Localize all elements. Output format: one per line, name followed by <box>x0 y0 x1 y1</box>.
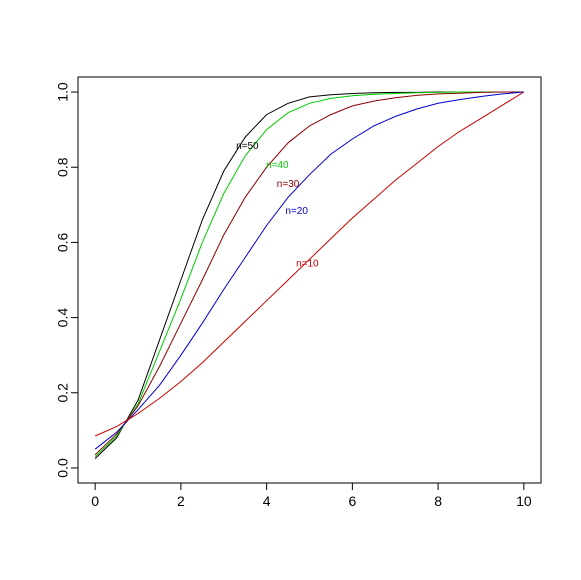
series-line-n-10 <box>94 91 525 437</box>
y-axis: 0.0 0.2 0.4 0.6 0.8 1.0 <box>55 82 79 478</box>
x-tick-label: 2 <box>177 493 185 509</box>
y-tick-label: 0.6 <box>55 232 71 252</box>
y-tick-label: 1.0 <box>55 82 71 102</box>
series-labels: n=50 n=40 n=30 n=20 n=10 <box>236 141 319 269</box>
y-tick-label: 0.8 <box>55 157 71 177</box>
series-line-n-40 <box>94 91 524 458</box>
series-label-n-30: n=30 <box>277 179 300 190</box>
x-tick-label: 6 <box>348 493 356 509</box>
x-tick-label: 8 <box>434 493 442 509</box>
y-tick-label: 0.4 <box>55 308 71 328</box>
series-line-n-30 <box>94 91 524 456</box>
series-label-n-10: n=10 <box>296 258 319 269</box>
series-line-n-50 <box>94 91 524 459</box>
x-tick-label: 0 <box>91 493 99 509</box>
x-tick-label: 4 <box>263 493 271 509</box>
series-label-n-40: n=40 <box>266 160 289 171</box>
y-tick-label: 0.2 <box>55 383 71 403</box>
x-axis: 0 2 4 6 8 10 <box>91 482 532 509</box>
plot-frame <box>77 76 542 484</box>
x-tick-label: 10 <box>516 493 532 509</box>
series-label-n-50: n=50 <box>236 141 259 152</box>
series-lines <box>94 91 525 459</box>
series-label-n-20: n=20 <box>285 206 308 217</box>
series-line-n-20 <box>94 91 524 450</box>
y-tick-label: 0.0 <box>55 458 71 478</box>
